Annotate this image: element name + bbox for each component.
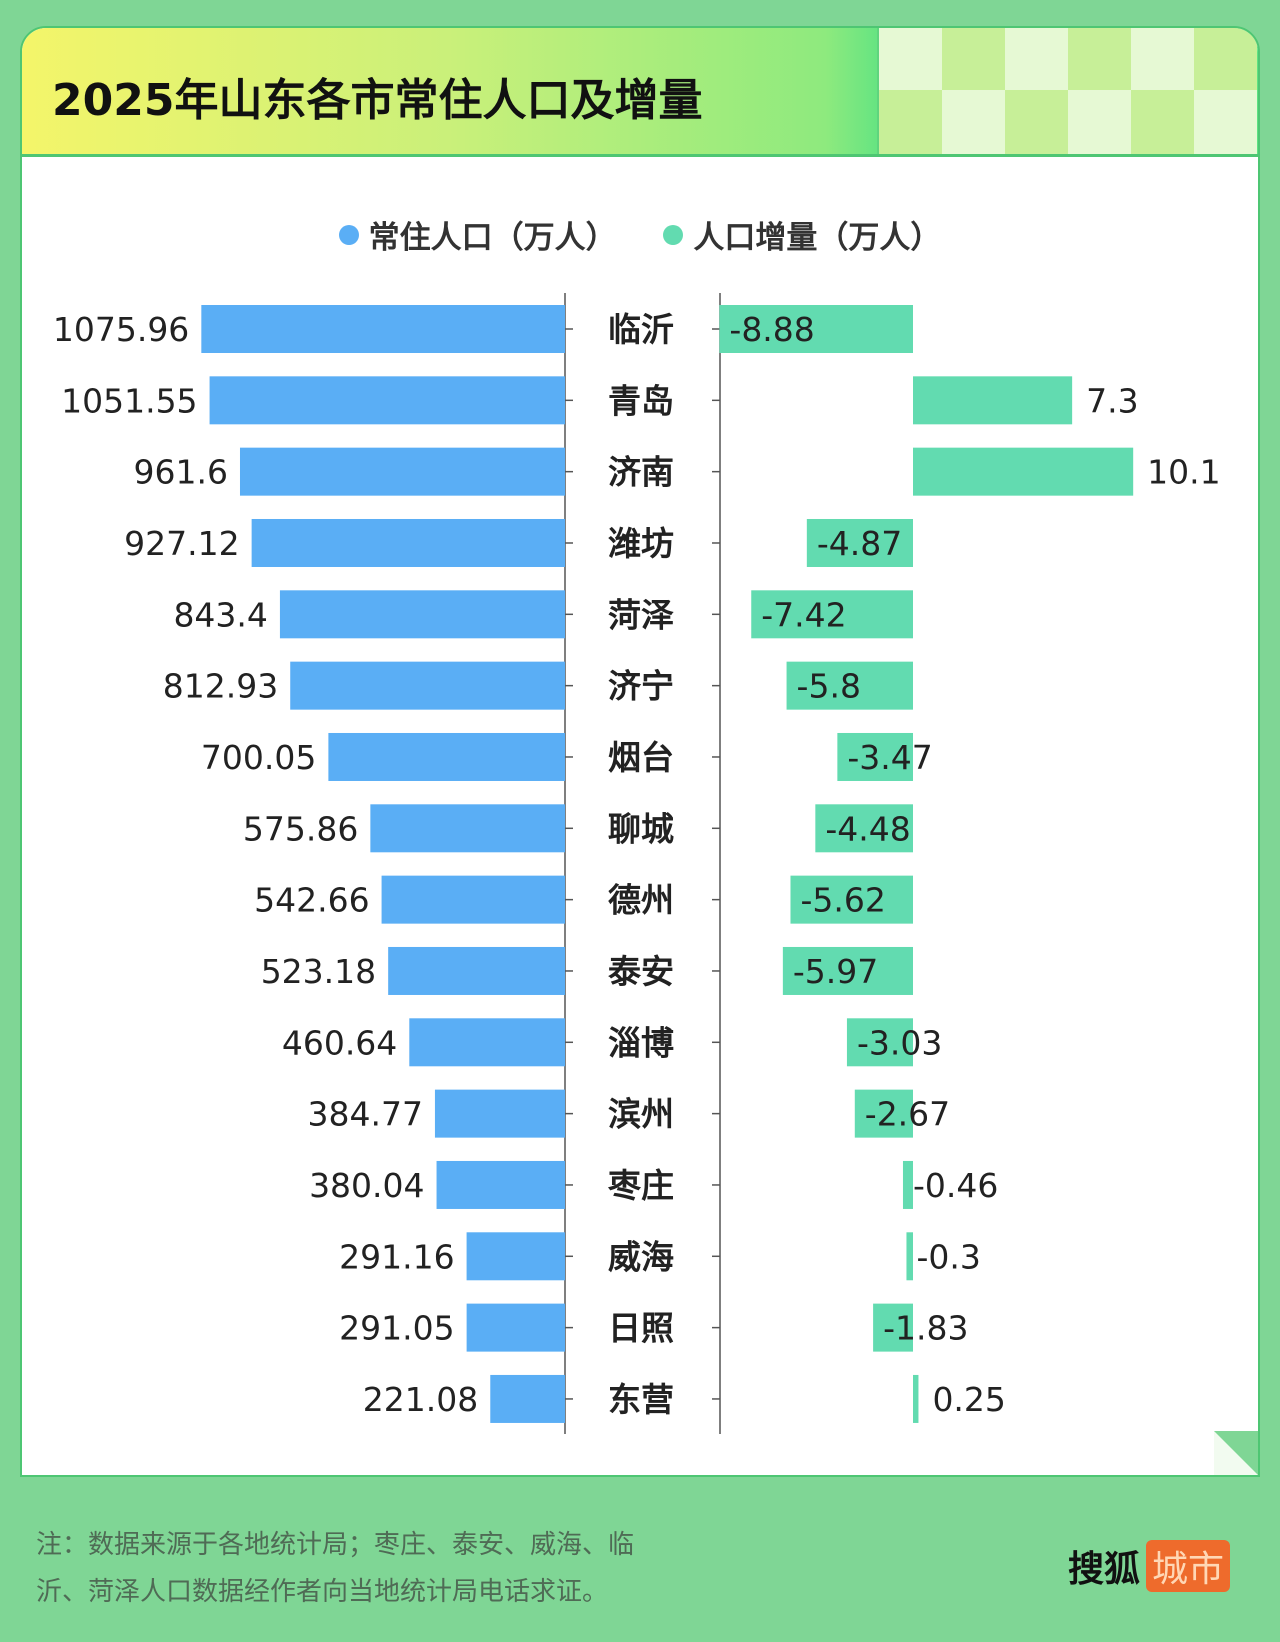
category-label: 日照 [608, 1309, 674, 1348]
population-bar [466, 1303, 565, 1352]
checker-decoration [877, 28, 1258, 154]
legend-item-increase: 人口增量（万人） [663, 212, 941, 257]
category-label: 泰安 [608, 952, 674, 991]
increase-value-label: 10.1 [1147, 453, 1220, 492]
population-bar [251, 518, 566, 567]
population-value-label: 961.6 [133, 453, 227, 492]
category-label: 枣庄 [607, 1166, 674, 1205]
chart-card: 2025年山东各市常住人口及增量 [20, 26, 1260, 1477]
population-bar [466, 1232, 565, 1281]
increase-value-label: -3.47 [847, 738, 932, 777]
increase-bar [719, 305, 913, 353]
population-value-label: 221.08 [363, 1380, 478, 1419]
population-value-label: 291.16 [339, 1237, 454, 1276]
increase-bar [873, 1303, 913, 1352]
population-bar [239, 447, 566, 496]
increase-bar [782, 946, 913, 995]
chart-title: 2025年山东各市常住人口及增量 [52, 75, 703, 126]
population-value-label: 460.64 [282, 1023, 397, 1062]
logo-badge: 城市 [1146, 1540, 1231, 1592]
population-bar [434, 1089, 565, 1138]
population-bar [409, 1018, 565, 1067]
increase-value-label: -1.83 [883, 1309, 968, 1348]
population-bar [279, 590, 565, 639]
increase-value-label: -8.88 [729, 310, 814, 349]
increase-bar [790, 875, 913, 924]
category-label: 聊城 [608, 809, 674, 848]
increase-value-label: -7.42 [761, 595, 846, 634]
legend-dot-icon [338, 224, 359, 245]
population-bar [370, 804, 565, 853]
note-line: 注：数据来源于各地统计局；枣庄、泰安、威海、临 [36, 1530, 635, 1560]
population-bar [436, 1160, 565, 1209]
population-value-label: 812.93 [163, 667, 278, 706]
increase-bar [913, 376, 1073, 425]
category-label: 淄博 [608, 1023, 674, 1062]
increase-bar [906, 1232, 913, 1281]
note-line: 沂、菏泽人口数据经作者向当地统计局电话求证。 [36, 1577, 609, 1607]
legend-label: 人口增量（万人） [693, 220, 942, 256]
population-value-label: 927.12 [124, 524, 239, 563]
increase-value-label: -4.48 [825, 809, 910, 848]
category-label: 威海 [608, 1237, 674, 1276]
increase-value-label: -0.46 [913, 1166, 998, 1205]
increase-bar [913, 1374, 919, 1423]
category-label: 东营 [608, 1380, 674, 1419]
category-label: 青岛 [608, 381, 674, 420]
page-fold [1214, 1431, 1258, 1475]
increase-bar [751, 590, 913, 639]
population-value-label: 380.04 [309, 1166, 424, 1205]
logo-text: 搜狐 [1068, 1549, 1141, 1590]
population-value-label: 1051.55 [61, 381, 197, 420]
population-bar [290, 661, 565, 710]
increase-bar [806, 518, 913, 567]
increase-value-label: -5.97 [793, 952, 878, 991]
increase-bar [786, 661, 913, 710]
increase-bar [854, 1089, 913, 1138]
category-label: 济南 [608, 453, 674, 492]
increase-bar [846, 1018, 913, 1067]
increase-value-label: 0.25 [932, 1380, 1005, 1419]
legend-label: 常住人口（万人） [368, 220, 617, 256]
sohu-city-logo: 搜狐 城市 [1068, 1540, 1231, 1592]
category-label: 菏泽 [608, 595, 674, 634]
population-bar [209, 376, 565, 425]
increase-value-label: -4.87 [817, 524, 902, 563]
population-bar [381, 875, 565, 924]
legend: 常住人口（万人） 人口增量（万人） [0, 212, 1280, 257]
legend-item-population: 常住人口（万人） [338, 212, 617, 257]
population-value-label: 575.86 [243, 809, 358, 848]
header: 2025年山东各市常住人口及增量 [22, 28, 1258, 157]
population-value-label: 843.4 [173, 595, 267, 634]
population-value-label: 523.18 [261, 952, 376, 991]
population-value-label: 700.05 [201, 738, 316, 777]
population-bar [490, 1374, 565, 1423]
category-label: 临沂 [608, 310, 674, 349]
increase-value-label: -3.03 [857, 1023, 942, 1062]
increase-value-label: -2.67 [865, 1095, 950, 1134]
population-value-label: 384.77 [307, 1095, 422, 1134]
category-label: 济宁 [608, 667, 674, 706]
increase-bar [913, 447, 1134, 496]
category-label: 德州 [608, 881, 674, 920]
population-value-label: 542.66 [254, 881, 369, 920]
increase-bar [902, 1160, 913, 1209]
category-label: 滨州 [608, 1095, 674, 1134]
category-label: 烟台 [608, 738, 674, 777]
population-value-label: 1075.96 [53, 310, 189, 349]
population-bar [328, 732, 565, 781]
increase-value-label: -0.3 [916, 1237, 980, 1276]
increase-value-label: -5.62 [800, 881, 885, 920]
increase-bar [837, 732, 913, 781]
increase-bar [815, 804, 913, 853]
increase-value-label: 7.3 [1086, 381, 1138, 420]
increase-value-label: -5.8 [797, 667, 861, 706]
footer-note: 注：数据来源于各地统计局；枣庄、泰安、威海、临 沂、菏泽人口数据经作者向当地统计… [36, 1522, 634, 1616]
population-value-label: 291.05 [339, 1309, 454, 1348]
legend-dot-icon [663, 224, 684, 245]
category-label: 潍坊 [608, 524, 674, 563]
population-bar [201, 305, 566, 353]
population-bar [388, 946, 565, 995]
